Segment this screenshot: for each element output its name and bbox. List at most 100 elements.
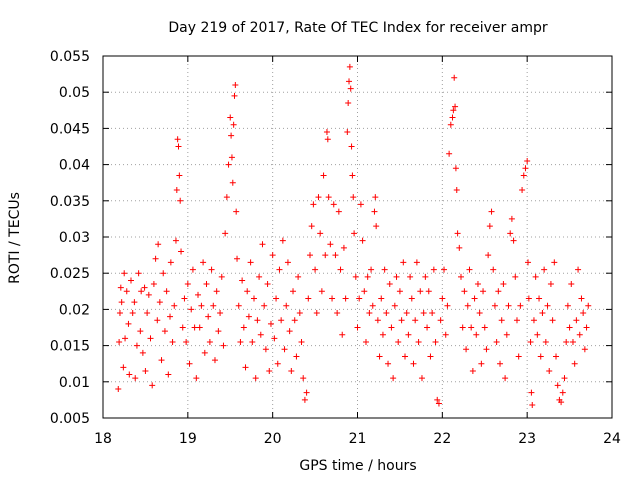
data-point bbox=[252, 375, 259, 382]
data-point bbox=[541, 266, 548, 273]
data-point bbox=[150, 281, 157, 288]
data-point bbox=[395, 338, 402, 345]
data-point bbox=[544, 302, 551, 309]
data-point bbox=[137, 328, 144, 335]
data-point bbox=[424, 324, 431, 331]
data-point bbox=[293, 353, 300, 360]
data-point bbox=[408, 295, 415, 302]
data-point bbox=[488, 208, 495, 215]
data-point bbox=[388, 324, 395, 331]
data-point bbox=[288, 367, 295, 374]
data-point bbox=[349, 172, 356, 179]
data-point bbox=[121, 270, 128, 277]
data-point bbox=[281, 346, 288, 353]
data-point bbox=[366, 310, 373, 317]
data-point bbox=[386, 281, 393, 288]
x-tick-label: 22 bbox=[433, 431, 451, 447]
data-point bbox=[561, 375, 568, 382]
data-point bbox=[332, 252, 339, 259]
data-point bbox=[524, 157, 531, 164]
data-point bbox=[167, 259, 174, 266]
data-point bbox=[536, 295, 543, 302]
data-point bbox=[245, 313, 252, 320]
data-point bbox=[478, 360, 485, 367]
data-point bbox=[503, 331, 510, 338]
y-tick-labels: 0.005 0.01 0.015 0.02 0.025 0.03 0.035 0.04 0.04… bbox=[50, 49, 90, 427]
data-point bbox=[223, 194, 230, 201]
data-point bbox=[189, 266, 196, 273]
data-point bbox=[454, 230, 461, 237]
y-tick-label: 0.055 bbox=[50, 49, 90, 65]
data-point bbox=[439, 295, 446, 302]
data-point bbox=[139, 349, 146, 356]
data-point bbox=[346, 63, 353, 70]
data-point bbox=[278, 317, 285, 324]
data-point bbox=[330, 201, 337, 208]
data-point bbox=[450, 107, 457, 114]
data-point bbox=[259, 241, 266, 248]
data-point bbox=[254, 317, 261, 324]
data-point bbox=[290, 288, 297, 295]
data-point bbox=[564, 302, 571, 309]
data-point bbox=[305, 295, 312, 302]
data-point bbox=[154, 317, 161, 324]
data-point bbox=[122, 335, 129, 342]
data-point bbox=[403, 310, 410, 317]
data-point bbox=[147, 335, 154, 342]
data-point bbox=[231, 92, 238, 99]
data-point bbox=[172, 237, 179, 244]
data-point bbox=[296, 310, 303, 317]
data-point bbox=[220, 342, 227, 349]
data-point bbox=[300, 375, 307, 382]
data-point bbox=[145, 291, 152, 298]
data-point bbox=[318, 288, 325, 295]
data-point bbox=[135, 270, 142, 277]
data-point bbox=[525, 259, 532, 266]
data-point bbox=[400, 259, 407, 266]
data-point bbox=[547, 281, 554, 288]
data-point bbox=[256, 273, 263, 280]
data-point bbox=[127, 277, 134, 284]
data-point bbox=[444, 302, 451, 309]
data-point bbox=[473, 331, 480, 338]
data-point bbox=[549, 317, 556, 324]
data-point bbox=[131, 299, 138, 306]
data-point bbox=[308, 223, 315, 230]
data-point bbox=[463, 346, 470, 353]
data-point bbox=[203, 281, 210, 288]
data-point bbox=[205, 313, 212, 320]
data-point bbox=[520, 172, 527, 179]
data-point bbox=[468, 324, 475, 331]
data-point bbox=[165, 371, 172, 378]
data-point bbox=[459, 324, 466, 331]
data-point bbox=[313, 310, 320, 317]
data-point bbox=[211, 357, 218, 364]
data-point bbox=[351, 230, 358, 237]
data-point bbox=[251, 295, 258, 302]
data-point bbox=[232, 81, 239, 88]
data-point bbox=[337, 266, 344, 273]
data-point bbox=[347, 85, 354, 92]
data-point bbox=[551, 259, 558, 266]
data-point bbox=[303, 389, 310, 396]
y-tick-label: 0.045 bbox=[50, 121, 90, 137]
data-point bbox=[161, 328, 168, 335]
data-point bbox=[420, 310, 427, 317]
data-point bbox=[257, 331, 264, 338]
y-tick-label: 0.02 bbox=[59, 302, 90, 318]
data-point bbox=[133, 342, 140, 349]
data-point bbox=[515, 353, 522, 360]
y-tick-label: 0.035 bbox=[50, 194, 90, 210]
data-point bbox=[141, 284, 148, 291]
data-point bbox=[167, 313, 174, 320]
data-point bbox=[215, 328, 222, 335]
data-point bbox=[201, 349, 208, 356]
data-point bbox=[430, 266, 437, 273]
data-point bbox=[568, 281, 575, 288]
data-point bbox=[242, 364, 249, 371]
data-point bbox=[229, 179, 236, 186]
data-point bbox=[502, 375, 509, 382]
data-point bbox=[517, 302, 524, 309]
data-point bbox=[247, 259, 254, 266]
data-points bbox=[115, 63, 592, 408]
